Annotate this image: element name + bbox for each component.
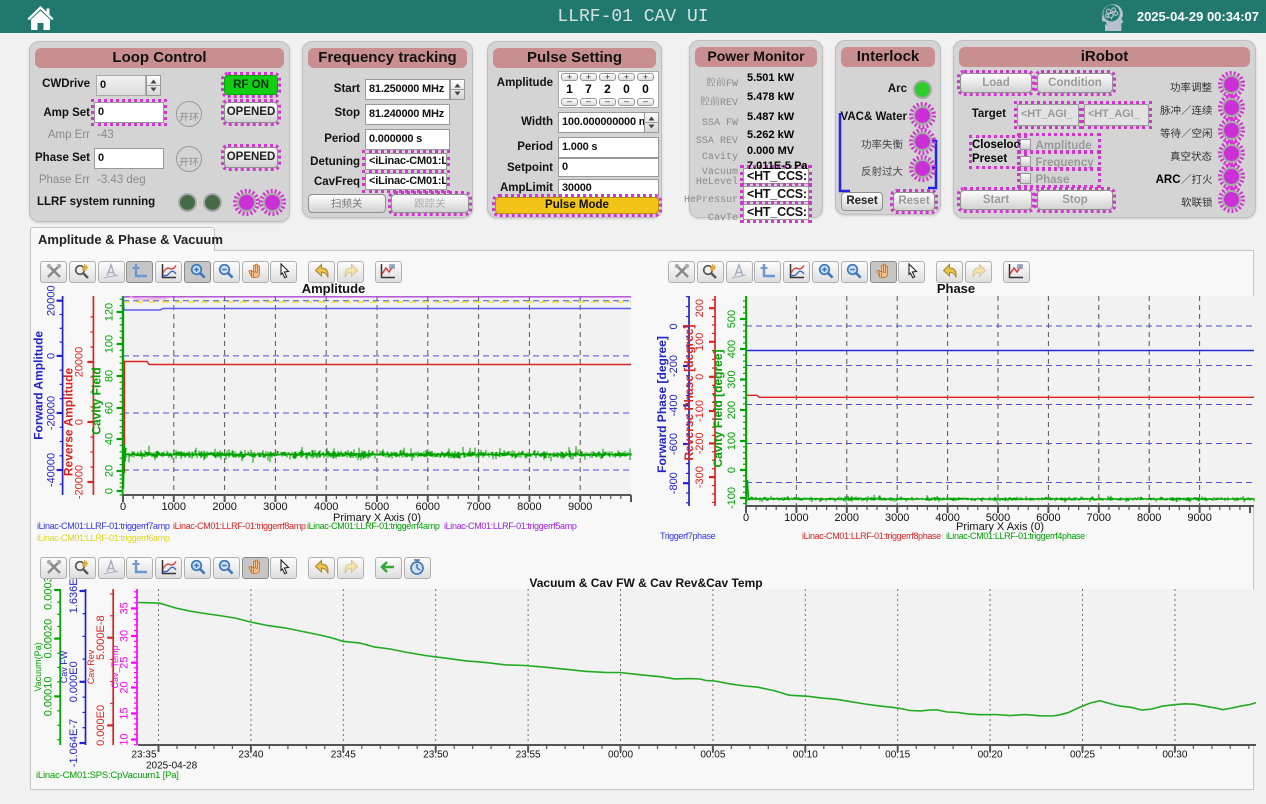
svg-text:30: 30 [118, 630, 130, 642]
svg-text:00:05: 00:05 [700, 750, 725, 761]
svg-text:20: 20 [118, 681, 130, 693]
svg-text:20000: 20000 [74, 347, 86, 378]
svg-text:-300: -300 [694, 466, 706, 488]
svg-text:0: 0 [120, 501, 126, 513]
svg-text:300: 300 [726, 370, 738, 388]
svg-text:40: 40 [104, 433, 116, 445]
svg-text:Cavity Field [degree]: Cavity Field [degree] [711, 349, 725, 467]
svg-text:0.000E0: 0.000E0 [95, 705, 107, 746]
svg-text:0: 0 [726, 467, 738, 473]
svg-text:Reverse Amplitude: Reverse Amplitude [62, 368, 76, 477]
svg-text:Primary X Axis (0): Primary X Axis (0) [333, 512, 421, 524]
svg-text:-200: -200 [668, 355, 680, 377]
svg-text:3000: 3000 [263, 501, 287, 513]
svg-text:Forward Phase [degree]: Forward Phase [degree] [655, 336, 669, 473]
svg-text:25: 25 [118, 657, 130, 669]
svg-text:Vacuum & Cav FW & Cav Rev&Cav: Vacuum & Cav FW & Cav Rev&Cav Temp [529, 576, 762, 590]
svg-text:4000: 4000 [314, 501, 338, 513]
svg-text:0: 0 [694, 374, 706, 380]
svg-text:00:10: 00:10 [793, 750, 818, 761]
svg-text:15: 15 [118, 707, 130, 719]
svg-text:00:25: 00:25 [1070, 750, 1095, 761]
svg-text:1000: 1000 [162, 501, 186, 513]
svg-text:00:30: 00:30 [1162, 750, 1187, 761]
svg-text:-100: -100 [726, 487, 738, 509]
svg-text:1.636E-7: 1.636E-7 [68, 569, 80, 614]
svg-text:23:50: 23:50 [423, 750, 448, 761]
svg-text:9000: 9000 [568, 501, 592, 513]
svg-text:35: 35 [118, 602, 130, 614]
svg-text:0: 0 [46, 353, 58, 359]
svg-text:0: 0 [743, 512, 749, 524]
svg-text:-1.064E-7: -1.064E-7 [68, 719, 80, 767]
svg-text:5.000E-8: 5.000E-8 [95, 615, 107, 660]
svg-text:-20000: -20000 [74, 465, 86, 499]
svg-text:23:40: 23:40 [238, 750, 263, 761]
svg-text:23:35: 23:35 [131, 750, 156, 761]
svg-text:1000: 1000 [784, 512, 808, 524]
svg-text:Forward Amplitude: Forward Amplitude [32, 331, 46, 440]
svg-text:10: 10 [118, 733, 130, 745]
svg-text:7000: 7000 [1087, 512, 1111, 524]
svg-text:20: 20 [104, 465, 116, 477]
svg-text:Vacuum(Pa): Vacuum(Pa) [33, 642, 43, 691]
svg-text:80: 80 [104, 370, 116, 382]
svg-text:Amplitude: Amplitude [302, 281, 366, 296]
svg-text:2000: 2000 [212, 501, 236, 513]
svg-text:0: 0 [668, 323, 680, 329]
svg-text:-40000: -40000 [46, 453, 58, 487]
svg-text:0.00030: 0.00030 [42, 570, 54, 610]
svg-text:6000: 6000 [1036, 512, 1060, 524]
svg-text:0.00010: 0.00010 [42, 677, 54, 717]
svg-text:9000: 9000 [1187, 512, 1211, 524]
svg-text:60: 60 [104, 402, 116, 414]
svg-text:100: 100 [694, 333, 706, 351]
svg-text:0.00020: 0.00020 [42, 619, 54, 659]
svg-text:8000: 8000 [1137, 512, 1161, 524]
svg-text:0: 0 [104, 488, 116, 494]
svg-text:0.000E0: 0.000E0 [68, 661, 80, 702]
svg-text:Cav FW: Cav FW [59, 650, 69, 683]
svg-text:3000: 3000 [885, 512, 909, 524]
svg-text:-100: -100 [694, 400, 706, 422]
svg-text:4000: 4000 [935, 512, 959, 524]
svg-text:Cav Rev: Cav Rev [86, 649, 96, 684]
svg-text:-20000: -20000 [46, 396, 58, 430]
svg-text:-800: -800 [668, 472, 680, 494]
svg-text:8000: 8000 [517, 501, 541, 513]
svg-text:7000: 7000 [466, 501, 490, 513]
svg-text:2000: 2000 [835, 512, 859, 524]
svg-text:6000: 6000 [416, 501, 440, 513]
svg-text:500: 500 [726, 310, 738, 328]
svg-text:00:15: 00:15 [885, 750, 910, 761]
svg-text:Phase: Phase [937, 281, 975, 296]
svg-text:23:45: 23:45 [331, 750, 356, 761]
svg-text:00:00: 00:00 [608, 750, 633, 761]
svg-text:-200: -200 [694, 432, 706, 454]
svg-text:0: 0 [74, 419, 86, 425]
svg-text:2025-04-28: 2025-04-28 [146, 761, 198, 772]
svg-text:400: 400 [726, 340, 738, 358]
svg-text:100: 100 [726, 432, 738, 450]
svg-text:-400: -400 [668, 394, 680, 416]
svg-text:5000: 5000 [365, 501, 389, 513]
svg-text:Reverse Phase [degree]: Reverse Phase [degree] [682, 324, 696, 460]
svg-text:Cav_Temp: Cav_Temp [110, 645, 120, 688]
svg-text:23:55: 23:55 [516, 750, 541, 761]
svg-text:5000: 5000 [986, 512, 1010, 524]
svg-text:100: 100 [104, 335, 116, 353]
svg-text:200: 200 [694, 299, 706, 317]
svg-text:20000: 20000 [46, 285, 58, 316]
svg-text:200: 200 [726, 401, 738, 419]
svg-text:Primary X Axis (0): Primary X Axis (0) [956, 521, 1044, 533]
svg-text:00:20: 00:20 [978, 750, 1003, 761]
svg-text:-600: -600 [668, 433, 680, 455]
svg-text:Cavity Field: Cavity Field [90, 367, 104, 434]
svg-text:120: 120 [104, 303, 116, 321]
